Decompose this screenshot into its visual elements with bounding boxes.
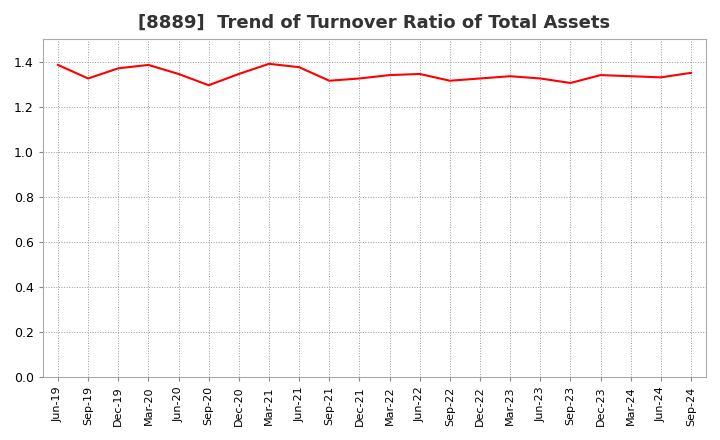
Title: [8889]  Trend of Turnover Ratio of Total Assets: [8889] Trend of Turnover Ratio of Total … [138, 14, 611, 32]
